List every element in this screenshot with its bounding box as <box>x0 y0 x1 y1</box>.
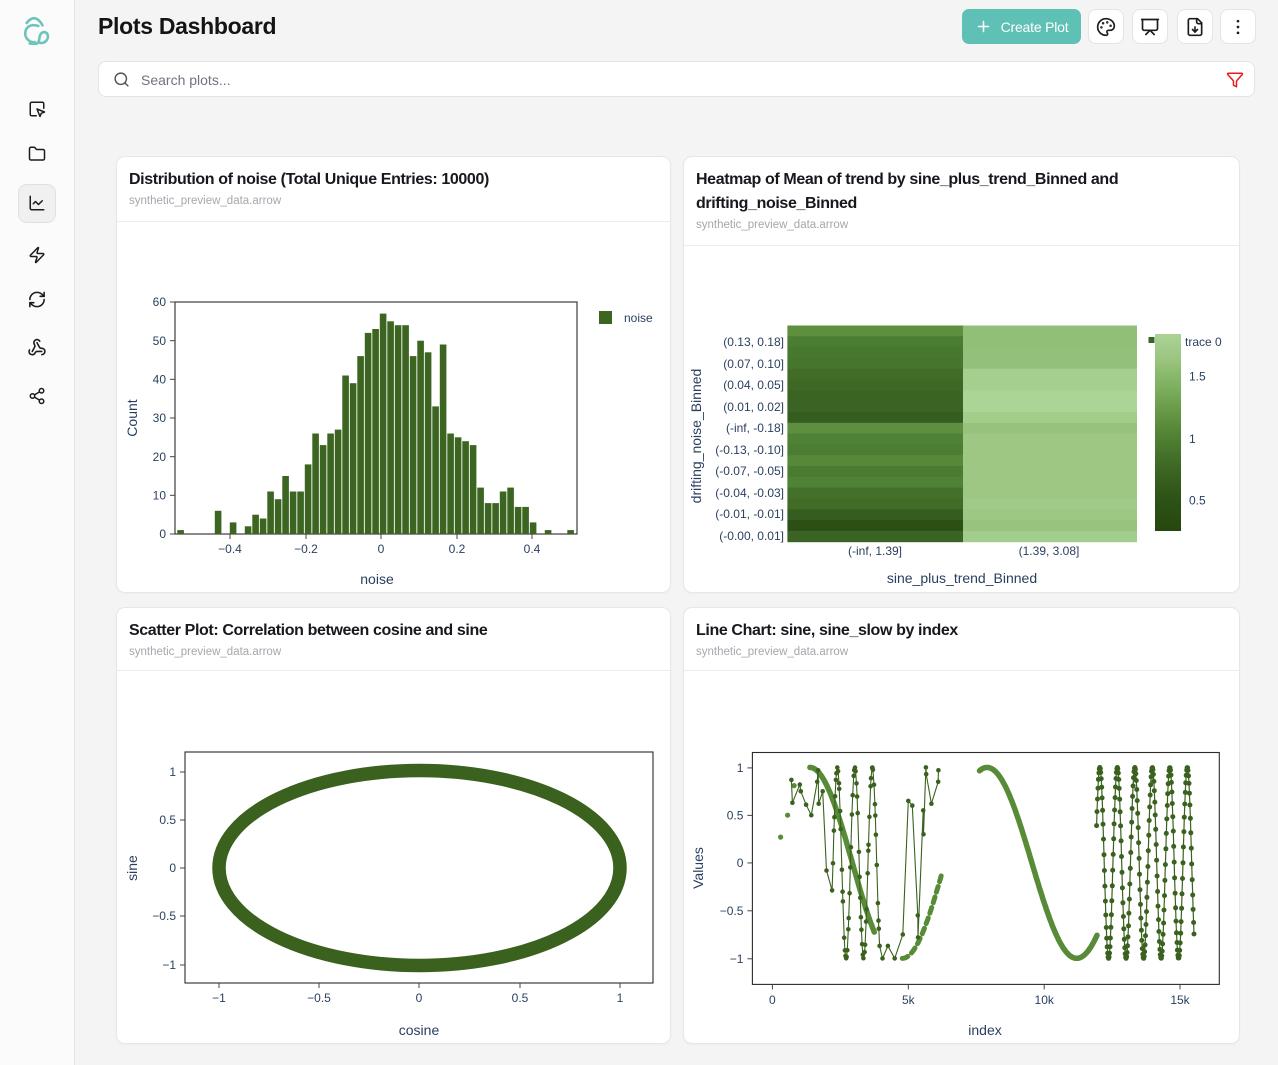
svg-text:(-inf, -0.18]: (-inf, -0.18] <box>726 421 784 435</box>
svg-text:(1.39, 3.08]: (1.39, 3.08] <box>1019 544 1080 558</box>
svg-text:60: 60 <box>153 295 167 309</box>
svg-text:1: 1 <box>169 765 176 779</box>
svg-text:0.4: 0.4 <box>524 542 541 556</box>
svg-text:5k: 5k <box>902 993 916 1007</box>
svg-text:(-0.13, -0.10]: (-0.13, -0.10] <box>715 443 784 457</box>
svg-text:Values: Values <box>690 847 706 889</box>
svg-text:−0.2: −0.2 <box>294 542 318 556</box>
svg-text:sine_plus_trend_Binned: sine_plus_trend_Binned <box>887 570 1037 586</box>
svg-text:0.2: 0.2 <box>449 542 466 556</box>
svg-text:(0.01, 0.02]: (0.01, 0.02] <box>723 400 784 414</box>
svg-text:trace 0: trace 0 <box>1185 335 1222 349</box>
svg-text:0.5: 0.5 <box>512 991 529 1005</box>
svg-text:0: 0 <box>416 991 423 1005</box>
svg-text:15k: 15k <box>1170 993 1190 1007</box>
svg-text:0.5: 0.5 <box>159 813 176 827</box>
svg-text:10: 10 <box>153 489 167 503</box>
svg-text:(-0.07, -0.05]: (-0.07, -0.05] <box>715 464 784 478</box>
svg-text:20: 20 <box>153 450 167 464</box>
svg-text:−1: −1 <box>162 958 176 972</box>
svg-text:0: 0 <box>378 542 385 556</box>
svg-text:noise: noise <box>624 311 653 325</box>
svg-text:Count: Count <box>124 399 140 436</box>
svg-text:0: 0 <box>737 856 744 870</box>
svg-text:−0.4: −0.4 <box>218 542 242 556</box>
svg-text:1: 1 <box>1189 432 1196 446</box>
svg-text:40: 40 <box>153 373 167 387</box>
svg-text:sine: sine <box>124 855 140 881</box>
svg-text:cosine: cosine <box>399 1022 440 1038</box>
svg-text:0.5: 0.5 <box>1189 494 1206 508</box>
svg-text:0.5: 0.5 <box>727 809 744 823</box>
svg-text:(0.04, 0.05]: (0.04, 0.05] <box>723 378 784 392</box>
svg-text:1: 1 <box>737 761 744 775</box>
svg-text:(0.07, 0.10]: (0.07, 0.10] <box>723 357 784 371</box>
svg-text:(-0.00, 0.01]: (-0.00, 0.01] <box>719 529 784 543</box>
svg-text:1.5: 1.5 <box>1189 370 1206 384</box>
svg-text:30: 30 <box>153 411 167 425</box>
svg-text:(-0.04, -0.03]: (-0.04, -0.03] <box>715 486 784 500</box>
svg-text:0: 0 <box>769 993 776 1007</box>
svg-text:−0.5: −0.5 <box>720 904 744 918</box>
svg-text:−1: −1 <box>730 952 744 966</box>
svg-text:0: 0 <box>159 527 166 541</box>
svg-text:(0.13, 0.18]: (0.13, 0.18] <box>723 335 784 349</box>
svg-text:drifting_noise_Binned: drifting_noise_Binned <box>688 369 704 504</box>
svg-text:(-inf, 1.39]: (-inf, 1.39] <box>848 544 902 558</box>
svg-text:−1: −1 <box>212 991 226 1005</box>
svg-text:−0.5: −0.5 <box>307 991 331 1005</box>
svg-text:10k: 10k <box>1035 993 1055 1007</box>
svg-text:0: 0 <box>169 861 176 875</box>
svg-text:noise: noise <box>360 571 394 587</box>
svg-text:50: 50 <box>153 334 167 348</box>
svg-text:−0.5: −0.5 <box>152 909 176 923</box>
svg-text:index: index <box>968 1022 1001 1038</box>
svg-text:(-0.01, -0.01]: (-0.01, -0.01] <box>715 507 784 521</box>
svg-text:1: 1 <box>617 991 624 1005</box>
